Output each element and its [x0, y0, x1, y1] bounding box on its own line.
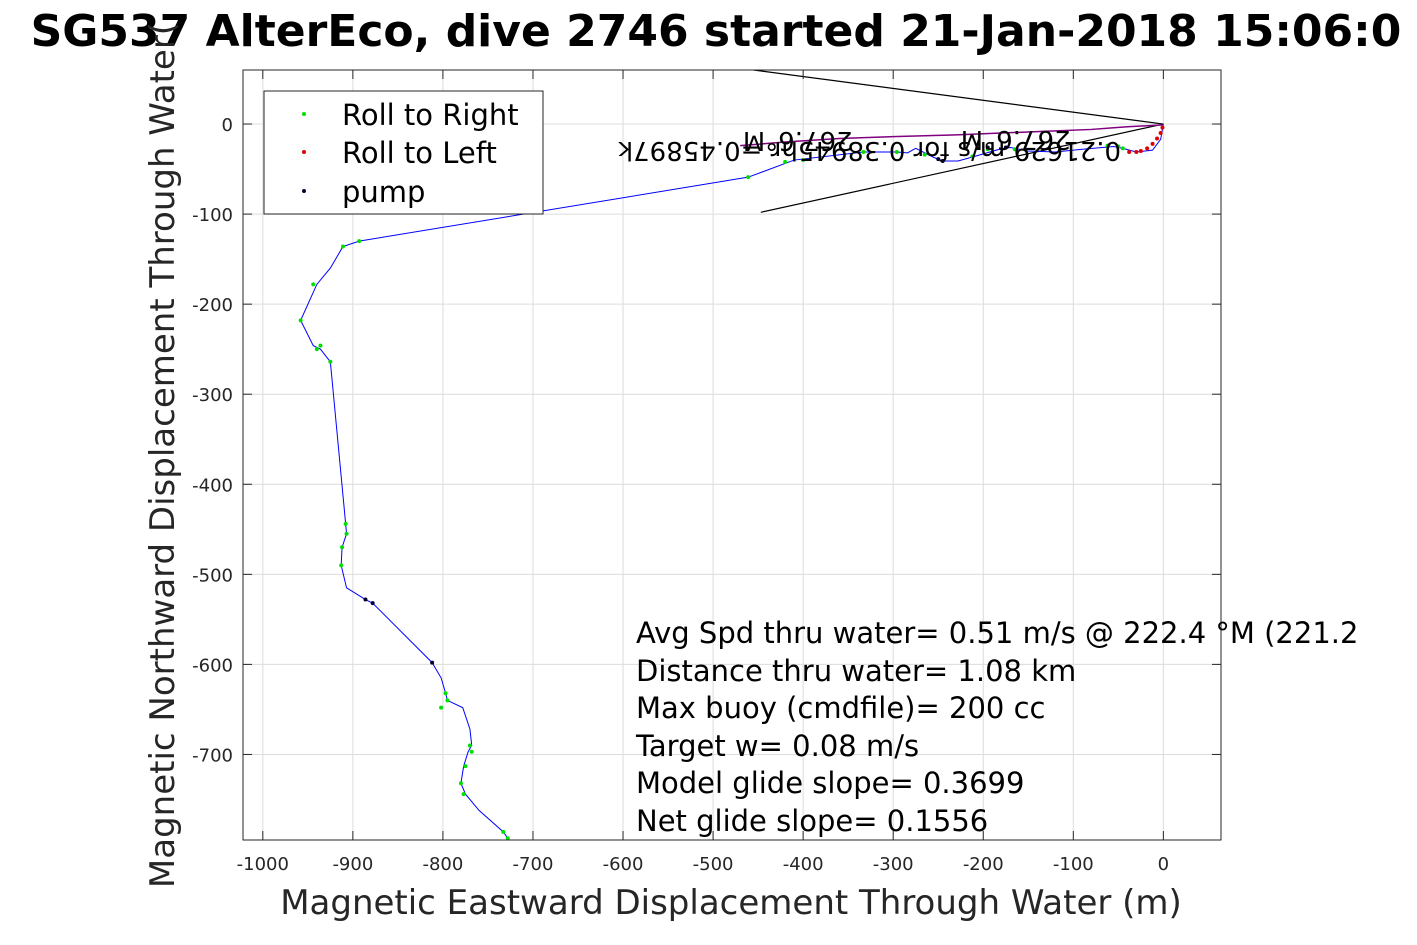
roll-right-point — [298, 318, 303, 323]
plot-frame — [242, 69, 1222, 841]
x-tick-label: -200 — [963, 854, 1004, 875]
x-axis-label: Magnetic Eastward Displacement Through W… — [280, 883, 1182, 923]
legend-entry-roll-right: Roll to Right — [342, 98, 519, 132]
roll-right-point — [314, 347, 319, 352]
roll-right-point — [894, 149, 899, 154]
roll-right-point — [357, 239, 362, 244]
legend-box — [263, 90, 544, 215]
roll-right-point — [443, 691, 448, 696]
legend-marker-roll-left — [302, 150, 306, 154]
roll-right-point — [463, 764, 468, 769]
roll-right-point — [1012, 147, 1017, 152]
y-tick-label: -300 — [192, 385, 233, 406]
roll-right-point — [746, 175, 751, 180]
upside-down-label: 267.6°M — [961, 124, 1071, 154]
pump-point — [940, 158, 945, 163]
roll-right-point — [1105, 143, 1110, 148]
stat-max-buoy: Max buoy (cmdfile)= 200 cc — [636, 691, 1045, 725]
roll-right-point — [340, 545, 345, 550]
roll-right-point — [311, 282, 316, 287]
x-tick-label: -700 — [513, 854, 554, 875]
roll-right-point — [328, 359, 333, 364]
y-tick-label: -700 — [192, 745, 233, 766]
pump-point — [1003, 145, 1008, 150]
stat-distance: Distance thru water= 1.08 km — [636, 654, 1076, 688]
roll-right-point — [344, 531, 349, 536]
roll-left-point — [1160, 125, 1165, 130]
y-tick-label: -500 — [192, 565, 233, 586]
roll-right-point — [469, 749, 474, 754]
series-markers — [298, 125, 1165, 840]
pump-point — [363, 597, 368, 602]
roll-right-point — [458, 781, 463, 786]
x-tick-label: -800 — [422, 854, 463, 875]
stat-model-glide-slope: Model glide slope= 0.3699 — [636, 766, 1024, 800]
pump-point — [370, 601, 375, 606]
x-tick-label: -1000 — [237, 854, 289, 875]
roll-right-point — [343, 521, 348, 526]
stats-annotation: Avg Spd thru water= 0.51 m/s @ 222.4 °M … — [635, 616, 1358, 838]
legend-marker-pump — [302, 189, 306, 193]
roll-left-point — [1138, 149, 1143, 154]
current-line — [760, 123, 1164, 213]
track-line — [300, 123, 1164, 839]
x-tick-label: -900 — [332, 854, 373, 875]
upside-down-label: 0.21629 m/s for 0.38945hr =0.45897k — [618, 135, 1121, 165]
roll-right-point — [505, 836, 510, 840]
roll-left-point — [1158, 131, 1163, 136]
legend-entry-roll-left: Roll to Left — [342, 136, 497, 170]
roll-right-point — [339, 563, 344, 568]
roll-right-point — [461, 792, 466, 797]
roll-right-point — [439, 705, 444, 710]
legend-entry-pump: pump — [342, 175, 425, 209]
x-tick-label: -500 — [693, 854, 734, 875]
stat-avg-speed: Avg Spd thru water= 0.51 m/s @ 222.4 °M … — [636, 616, 1358, 650]
x-tick-label: -300 — [873, 854, 914, 875]
current-line — [753, 70, 1164, 125]
upside-down-label: 267.6°M — [743, 125, 853, 155]
roll-right-point — [340, 244, 345, 249]
roll-right-point — [970, 154, 975, 159]
overlay-labels: 267.6°M0.21629 m/s for 0.38945hr =0.4589… — [618, 124, 1121, 165]
pump-point — [985, 145, 990, 150]
legend-marker-roll-right — [302, 112, 306, 116]
plot-area: 267.6°M0.21629 m/s for 0.38945hr =0.4589… — [298, 70, 1165, 840]
surface-track-line — [740, 124, 1164, 147]
roll-left-point — [1127, 149, 1132, 154]
pump-point — [936, 157, 941, 162]
x-tick-label: -600 — [603, 854, 644, 875]
x-tick-label: 0 — [1158, 854, 1169, 875]
chart-title: SG537 AlterEco, dive 2746 started 21-Jan… — [31, 6, 1402, 57]
roll-right-point — [801, 158, 806, 163]
x-tick-label: -400 — [783, 854, 824, 875]
roll-right-point — [922, 152, 927, 157]
stat-target-w: Target w= 0.08 m/s — [635, 729, 919, 763]
axis-ticks: -1000 -900 -800 -700 -600 -500 -400 -300 -200 -10… — [192, 70, 1221, 875]
pump-point — [430, 660, 435, 665]
y-tick-label: -200 — [192, 295, 233, 316]
roll-left-point — [1150, 141, 1155, 146]
y-axis-label: Magnetic Northward Displacement Through … — [143, 22, 183, 888]
legend: Roll to Right Roll to Left pump — [263, 90, 544, 215]
y-tick-label: -400 — [192, 475, 233, 496]
roll-left-point — [1134, 149, 1139, 154]
roll-right-point — [318, 343, 323, 348]
y-tick-label: -100 — [192, 205, 233, 226]
x-tick-label: -100 — [1053, 854, 1094, 875]
roll-right-point — [783, 159, 788, 164]
roll-left-point — [1145, 146, 1150, 151]
stat-net-glide-slope: Net glide slope= 0.1556 — [636, 804, 988, 838]
roll-right-point — [861, 149, 866, 154]
y-tick-label: 0 — [222, 115, 233, 136]
roll-right-point — [445, 698, 450, 703]
y-tick-label: -600 — [192, 655, 233, 676]
roll-right-point — [1116, 144, 1121, 149]
roll-right-point — [501, 829, 506, 834]
roll-left-point — [1155, 136, 1160, 141]
roll-right-point — [1120, 146, 1125, 151]
series-lines — [300, 70, 1164, 839]
roll-right-point — [467, 743, 472, 748]
